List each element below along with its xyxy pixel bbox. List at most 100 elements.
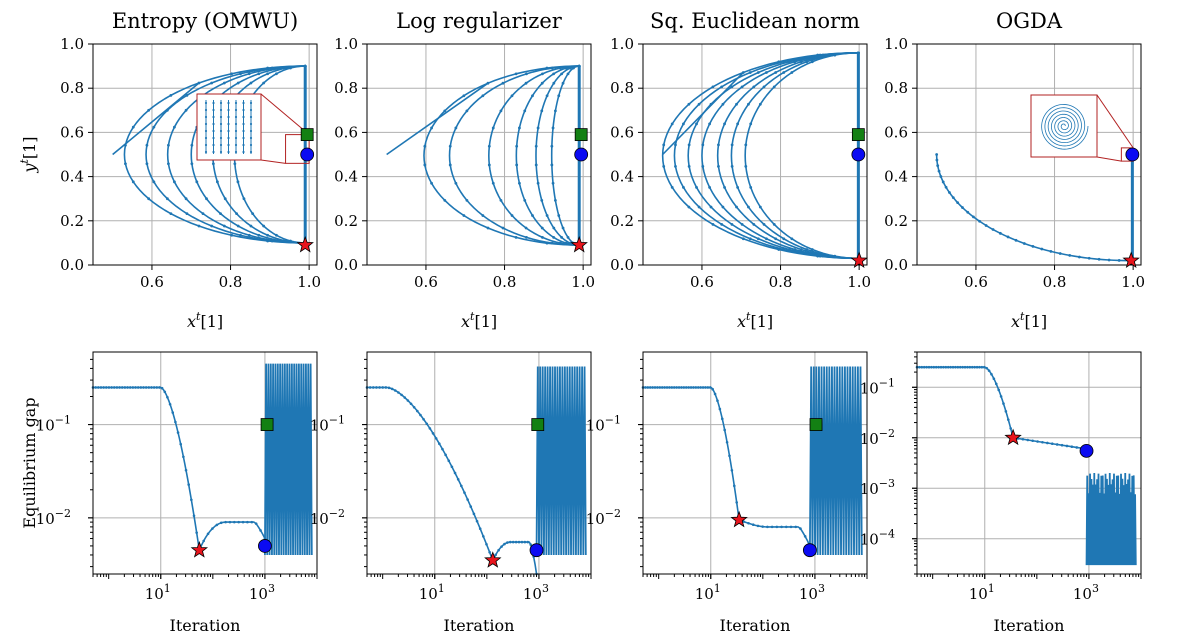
gap-point <box>160 386 164 390</box>
trajectory-point <box>551 181 555 185</box>
trajectory-point <box>499 198 503 202</box>
trajectory-point <box>147 108 151 112</box>
y-tick-label: 0.2 <box>60 212 84 230</box>
inset-point <box>227 108 230 112</box>
gap-point <box>997 388 1000 392</box>
circle-marker <box>529 543 544 558</box>
y-tick-label: 10−2 <box>36 507 71 528</box>
trajectory-point <box>730 143 734 147</box>
circle-marker <box>258 539 272 553</box>
gap-point <box>730 468 734 472</box>
gap-point <box>1021 437 1025 441</box>
x-tick-label: 101 <box>145 582 171 603</box>
gap-point <box>497 548 500 552</box>
gap-point <box>192 514 196 518</box>
zoom-connector <box>260 93 310 135</box>
y-tick-label: 0.6 <box>610 123 634 141</box>
x-axis-label: xt[1] <box>1011 310 1047 331</box>
x-axis-label-index: [1] <box>1024 312 1047 331</box>
gap-point <box>166 395 169 399</box>
gap-point <box>699 386 702 389</box>
trajectory-point <box>443 109 447 113</box>
trajectory-point <box>701 143 705 147</box>
gap-point <box>692 386 695 389</box>
trajectory-loop <box>166 65 306 244</box>
x-tick-label: 103 <box>1073 582 1099 603</box>
x-tick-label: 101 <box>969 582 995 603</box>
gap-point <box>956 365 960 369</box>
trajectory-point <box>687 164 691 168</box>
gap-point <box>663 386 666 389</box>
trajectory-point <box>523 109 527 113</box>
gap-point <box>246 520 249 524</box>
trajectory-point <box>251 212 255 216</box>
gap-point <box>656 386 659 389</box>
y-tick-label: 0.4 <box>884 168 908 186</box>
circle-marker <box>1125 147 1140 162</box>
gap-point <box>202 539 205 543</box>
y-tick-exponent: −2 <box>605 507 621 520</box>
trajectory-point <box>749 122 753 126</box>
trajectory-point <box>730 222 734 226</box>
circle-marker <box>802 543 817 558</box>
inset-point <box>242 122 245 126</box>
x-tick-exponent: 3 <box>818 582 825 595</box>
gap-point <box>704 386 707 389</box>
trajectory-point <box>721 102 725 106</box>
trajectory-point <box>525 72 528 76</box>
trajectory-point <box>185 93 189 97</box>
trajectory-point <box>536 181 540 185</box>
y-tick-label: 0.8 <box>610 79 634 97</box>
inset-point <box>204 122 208 126</box>
trajectory-point <box>561 81 565 85</box>
trajectory-point <box>230 233 234 237</box>
x-tick-label: 1.0 <box>571 273 595 291</box>
inset-point <box>212 115 215 119</box>
x-axis-label-index: [1] <box>200 312 223 331</box>
gap-point <box>520 540 524 544</box>
trajectory-point <box>744 164 748 168</box>
x-tick-label: 101 <box>695 582 721 603</box>
y-tick-label: 10−2 <box>860 427 895 448</box>
y-tick-exponent: −3 <box>879 477 895 490</box>
trajectory-point <box>670 185 674 189</box>
trajectory-point <box>553 109 557 113</box>
gap-point <box>990 372 993 376</box>
trajectory-point <box>289 239 292 243</box>
y-tick-label: 10−4 <box>860 528 895 549</box>
x-tick-label: 1.0 <box>297 273 321 291</box>
gap-point <box>665 386 669 389</box>
axes-frame <box>92 43 318 266</box>
trajectory-point <box>566 72 570 76</box>
trajectory-point <box>762 85 766 89</box>
inset-point <box>242 150 245 154</box>
x-tick-label: 0.6 <box>414 273 438 291</box>
gap-point <box>677 386 681 389</box>
inset-point <box>249 129 253 133</box>
inset-spiral <box>1041 104 1089 150</box>
x-tick-label: 103 <box>799 582 825 603</box>
trajectory-loop <box>716 52 859 260</box>
gap-point <box>987 369 991 372</box>
trajectory-point <box>711 222 715 226</box>
inset-point <box>219 115 223 119</box>
y-tick-exponent: −2 <box>55 507 71 520</box>
gap-point <box>195 531 198 534</box>
x-axis-label: Iteration <box>170 616 241 635</box>
trajectory-point <box>510 94 514 98</box>
inset-point <box>249 122 253 126</box>
trajectory-point <box>501 226 505 230</box>
gap-point <box>94 386 97 389</box>
trajectory-point <box>257 233 261 237</box>
trajectory-point <box>524 81 528 85</box>
x-tick-label: 0.6 <box>140 273 164 291</box>
gap-point <box>1002 402 1005 405</box>
inset-point <box>242 136 245 140</box>
trajectory-point <box>534 144 538 148</box>
trajectory-point <box>486 226 490 230</box>
trajectory-point <box>550 66 554 70</box>
gap-point <box>434 437 438 440</box>
trajectory-point <box>169 212 173 216</box>
trajectory-point <box>167 143 170 147</box>
gap-point <box>966 365 969 369</box>
